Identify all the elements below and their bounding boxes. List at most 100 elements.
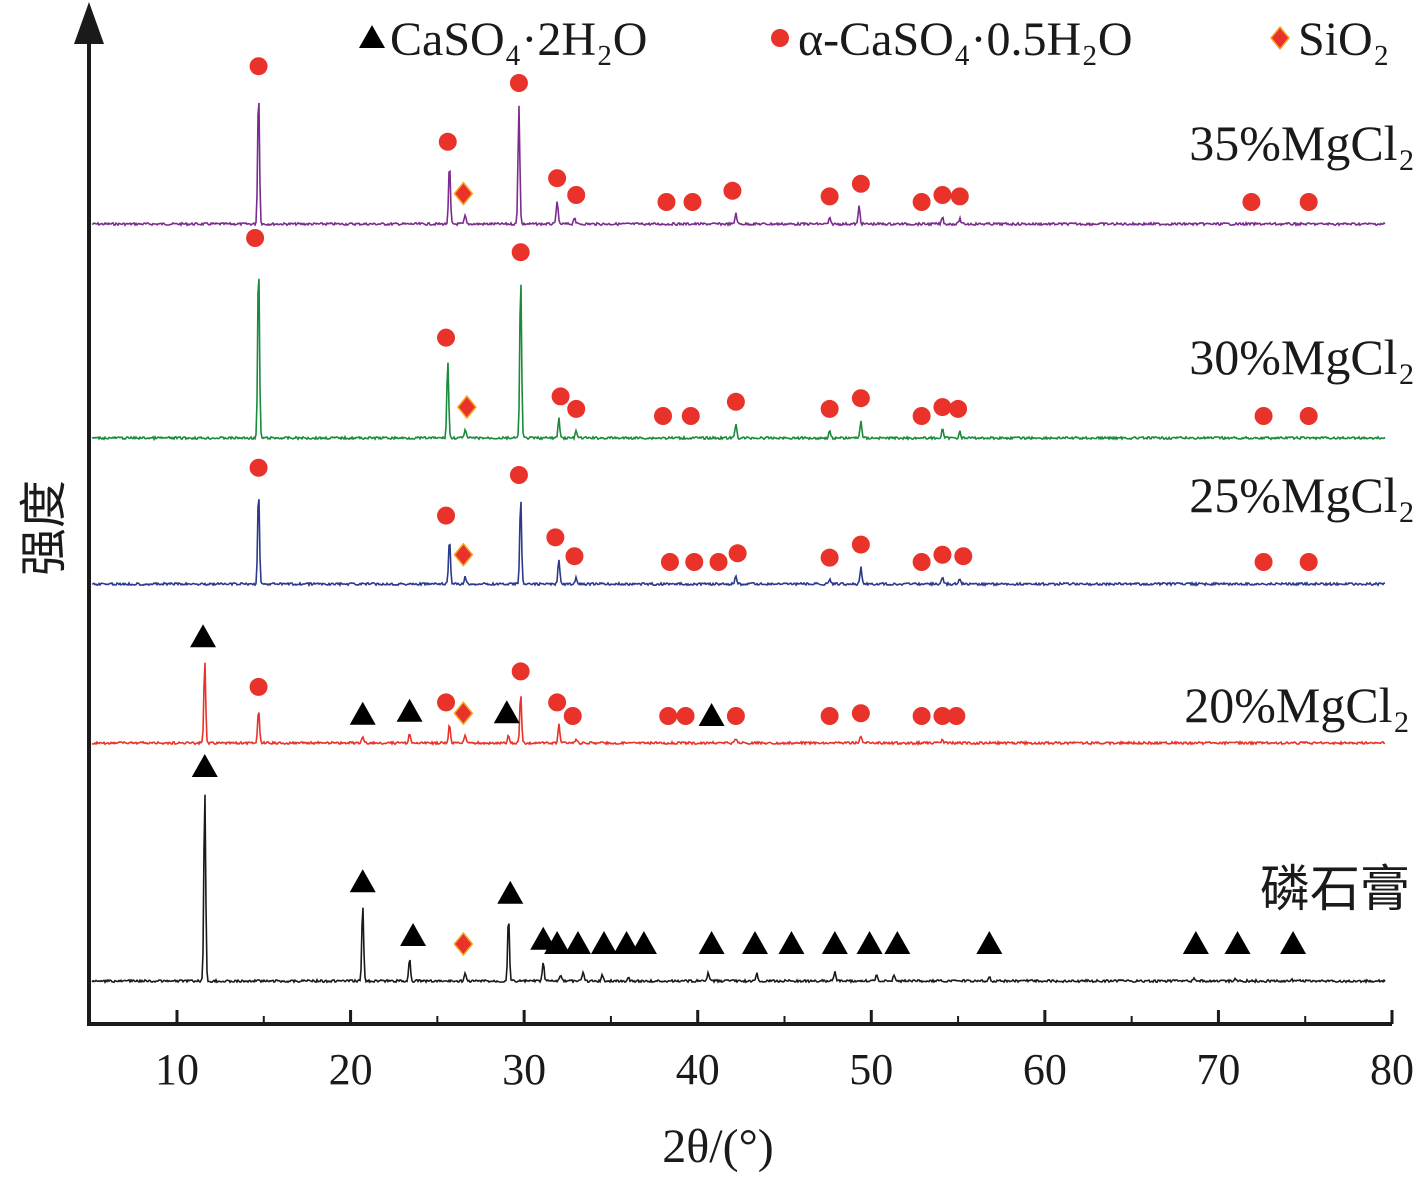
triangle-phase-marker [1280,931,1307,954]
circle-phase-marker [1254,407,1273,425]
triangle-phase-marker [590,931,617,954]
circle-phase-marker [912,407,931,425]
circle-phase-marker [249,57,268,76]
circle-phase-marker [726,392,745,411]
circle-phase-marker [509,466,528,484]
circle-phase-marker [1299,193,1318,211]
series-label: 20%MgCl₂ [1184,677,1410,733]
triangle-phase-marker [191,754,218,777]
diamond-phase-marker [453,701,474,726]
marker-layer [190,57,1318,957]
circle-phase-marker [950,187,969,206]
series-label: 25%MgCl₂ [1189,467,1415,523]
series-line [91,102,1386,228]
diamond-phase-marker [456,394,477,420]
circle-phase-marker [437,506,456,525]
circle-phase-marker [947,707,966,725]
circle-phase-marker [657,193,676,211]
circle-phase-marker [851,704,870,723]
series-line [91,662,1386,747]
circle-phase-marker [567,399,586,418]
x-tick-label: 40 [676,1045,720,1094]
circle-phase-marker [851,535,870,554]
x-tick-label: 10 [155,1045,199,1094]
x-ticks: 10 20 30 40 50 60 70 80 [155,1010,1414,1094]
series-line [91,278,1386,442]
circle-phase-marker [511,243,530,262]
circle-phase-marker [933,707,952,725]
triangle-phase-marker [630,931,657,954]
circle-phase-marker [820,399,839,418]
x-tick-label: 60 [1023,1045,1067,1094]
diamond-phase-marker [453,931,474,957]
circle-phase-marker [509,74,528,92]
series-label: 35%MgCl₂ [1189,115,1415,171]
triangle-phase-marker [493,700,520,724]
circle-phase-marker [949,399,968,418]
x-tick-label: 20 [329,1045,373,1094]
circle-phase-marker [912,707,931,725]
circle-phase-marker [709,553,728,571]
circle-phase-marker [548,693,567,712]
circle-phase-marker [933,186,952,204]
legend-label: SiO₂ [1298,13,1389,66]
circle-phase-marker [954,547,973,566]
triangle-phase-marker [396,698,423,722]
circle-phase-marker [551,387,570,406]
circle-phase-marker [1299,553,1318,571]
circle-phase-marker [249,677,268,696]
circle-phase-marker [654,407,672,425]
circle-phase-marker [728,544,747,563]
axes [74,2,1392,1026]
series-label: 磷石膏 [1260,861,1410,917]
triangle-phase-marker [741,931,768,954]
circle-phase-marker [565,547,584,566]
legend: CaSO₄·2H₂O α-CaSO₄·0.5H₂O SiO₂ [359,13,1389,66]
x-tick-label: 50 [849,1045,893,1094]
triangle-phase-marker [884,931,911,954]
series-labels: 35%MgCl₂ 30%MgCl₂ 25%MgCl₂ 20%MgCl₂ 磷石膏 [1184,115,1415,917]
circle-phase-marker [933,545,952,564]
triangle-phase-marker [1224,931,1251,954]
circle-phase-marker [249,458,268,477]
legend-triangle-icon [359,25,385,48]
circle-phase-marker [563,707,582,725]
triangle-phase-marker [564,931,591,954]
circle-phase-marker [438,132,457,151]
circle-phase-marker [933,398,952,417]
circle-phase-marker [820,548,839,567]
triangle-phase-marker [821,931,848,954]
series-line [91,499,1386,588]
circle-phase-marker [567,186,586,204]
triangle-phase-marker [698,703,725,726]
triangle-phase-marker [976,931,1003,954]
diamond-phase-marker [453,181,474,206]
circle-phase-marker [246,229,265,247]
circle-phase-marker [1299,407,1318,425]
circle-phase-marker [659,707,678,725]
series-line [91,794,1386,984]
circle-phase-marker [683,193,702,211]
triangle-phase-marker [349,701,376,725]
circle-phase-marker [912,553,931,571]
triangle-phase-marker [530,926,557,950]
legend-label: CaSO₄·2H₂O [390,13,647,66]
circle-phase-marker [676,707,695,725]
circle-phase-marker [820,187,839,206]
circle-phase-marker [437,693,456,712]
triangle-phase-marker [544,931,571,954]
triangle-phase-marker [497,880,524,904]
circle-phase-marker [437,328,456,347]
series-layer [91,102,1386,984]
legend-circle-icon [771,29,789,47]
triangle-phase-marker [613,931,640,954]
circle-phase-marker [685,553,704,571]
circle-phase-marker [511,662,530,681]
triangle-phase-marker [349,869,376,893]
triangle-phase-marker [778,931,805,954]
legend-diamond-icon [1270,25,1290,51]
circle-phase-marker [681,407,700,425]
circle-phase-marker [851,174,870,193]
x-axis-label: 2θ/(°) [662,1120,774,1173]
